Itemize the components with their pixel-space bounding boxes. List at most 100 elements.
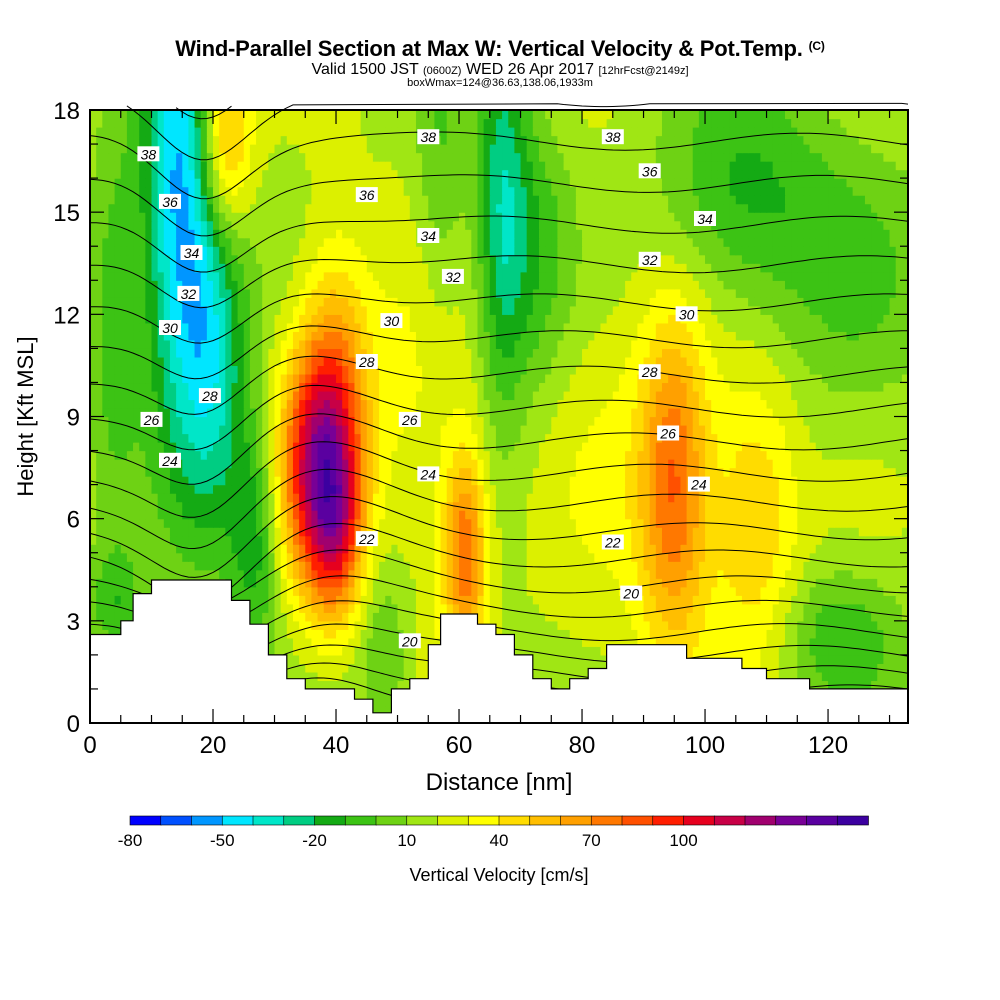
w-cell xyxy=(163,561,171,571)
w-cell xyxy=(151,399,159,409)
w-cell xyxy=(495,510,503,520)
w-cell xyxy=(840,450,848,460)
w-cell xyxy=(237,425,245,435)
w-cell xyxy=(612,518,620,528)
w-cell xyxy=(336,467,343,477)
w-cell xyxy=(871,518,878,528)
w-cell xyxy=(514,484,522,494)
w-cell xyxy=(495,459,503,469)
w-cell xyxy=(551,407,559,418)
w-cell xyxy=(489,501,497,511)
w-cell xyxy=(489,459,497,469)
w-cell xyxy=(126,595,134,605)
w-cell xyxy=(452,510,460,520)
w-cell xyxy=(471,450,479,460)
w-cell xyxy=(637,561,645,571)
w-cell xyxy=(280,510,288,520)
w-cell xyxy=(729,484,737,494)
w-cell xyxy=(502,603,509,613)
w-cell xyxy=(391,416,399,426)
w-cell xyxy=(889,467,897,477)
w-cell xyxy=(114,416,122,426)
w-cell xyxy=(163,501,171,511)
w-cell xyxy=(588,484,595,494)
w-cell xyxy=(545,620,552,630)
w-cell xyxy=(206,442,214,452)
w-cell xyxy=(606,425,614,435)
w-cell xyxy=(249,484,257,494)
w-cell xyxy=(299,629,306,639)
w-cell xyxy=(625,416,632,426)
w-cell xyxy=(96,442,103,452)
w-cell xyxy=(305,535,313,545)
w-cell xyxy=(705,552,712,562)
w-cell xyxy=(225,501,233,511)
w-cell xyxy=(329,450,337,460)
w-cell xyxy=(96,467,103,477)
w-cell xyxy=(96,561,103,571)
w-cell xyxy=(846,518,854,528)
w-cell xyxy=(379,442,386,452)
w-cell xyxy=(815,527,823,537)
w-cell xyxy=(594,493,602,503)
w-cell xyxy=(637,578,645,588)
w-cell xyxy=(508,544,515,554)
w-cell xyxy=(809,629,817,639)
w-cell xyxy=(114,493,122,503)
w-cell xyxy=(821,484,829,494)
w-cell xyxy=(176,467,183,477)
w-cell xyxy=(828,552,835,562)
w-cell xyxy=(538,459,546,469)
w-cell xyxy=(889,603,897,613)
w-cell xyxy=(797,527,805,537)
w-cell xyxy=(206,569,214,579)
w-cell xyxy=(625,510,632,520)
w-cell xyxy=(200,561,208,571)
w-cell xyxy=(538,552,546,562)
w-cell xyxy=(145,552,153,562)
w-cell xyxy=(674,637,682,647)
w-cell xyxy=(778,595,786,605)
w-cell xyxy=(901,501,909,511)
w-cell xyxy=(379,688,386,699)
w-cell xyxy=(840,663,848,673)
w-cell xyxy=(705,425,712,435)
w-cell xyxy=(840,595,848,605)
w-cell xyxy=(735,586,743,596)
w-cell xyxy=(114,586,122,596)
w-cell xyxy=(766,484,774,494)
w-cell xyxy=(311,646,319,656)
w-cell xyxy=(200,484,208,494)
w-cell xyxy=(784,501,792,511)
w-cell xyxy=(446,510,454,520)
w-cell xyxy=(452,552,460,562)
w-cell xyxy=(459,527,466,537)
w-cell xyxy=(348,586,356,596)
w-cell xyxy=(360,459,368,469)
w-cell xyxy=(582,527,589,537)
w-cell xyxy=(409,425,417,435)
w-cell xyxy=(883,433,891,443)
w-cell xyxy=(489,552,497,562)
w-cell xyxy=(569,671,577,682)
w-cell xyxy=(668,637,675,647)
w-cell xyxy=(711,459,718,469)
w-cell xyxy=(256,467,263,477)
w-cell xyxy=(692,578,700,588)
w-cell xyxy=(717,544,725,554)
w-cell xyxy=(108,501,116,511)
w-cell xyxy=(809,578,817,588)
w-cell xyxy=(329,663,337,673)
w-cell xyxy=(249,518,257,528)
w-cell xyxy=(397,527,405,537)
w-cell xyxy=(471,527,479,537)
w-cell xyxy=(219,484,226,494)
w-cell xyxy=(711,501,718,511)
w-cell xyxy=(305,518,313,528)
w-cell xyxy=(612,637,620,647)
w-cell xyxy=(588,433,595,443)
w-cell xyxy=(828,484,835,494)
w-cell xyxy=(760,535,768,545)
w-cell xyxy=(329,416,337,426)
w-cell xyxy=(545,493,552,503)
